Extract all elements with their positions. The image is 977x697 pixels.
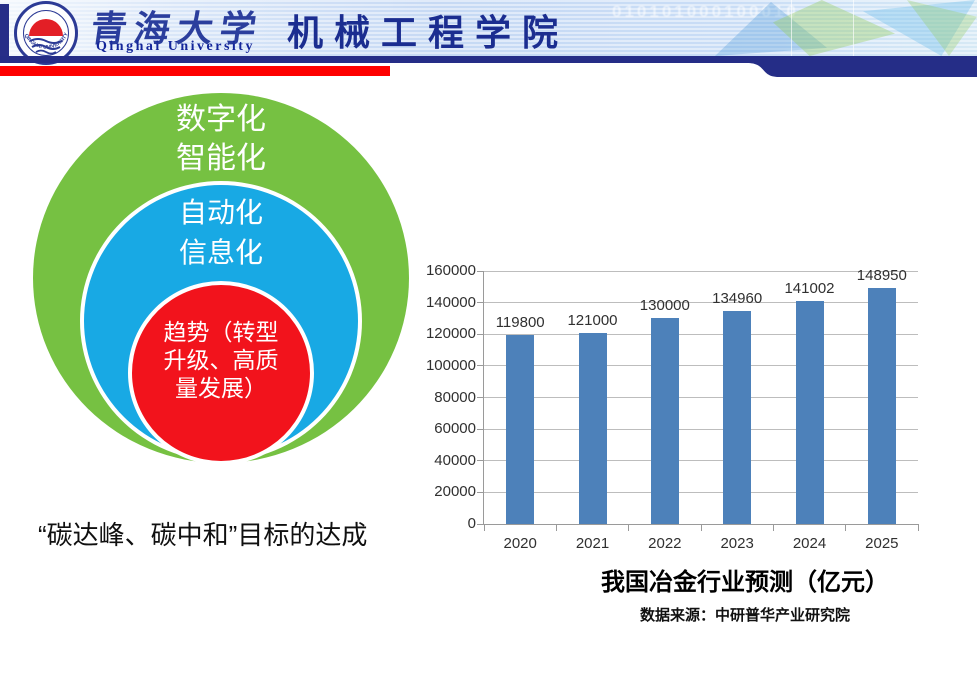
red-accent-bar xyxy=(0,66,390,76)
chart-bar xyxy=(506,334,535,524)
x-axis-tick xyxy=(700,524,702,531)
y-tick-label: 160000 xyxy=(425,262,476,279)
x-axis-tick xyxy=(628,524,630,531)
y-axis-tick xyxy=(477,302,484,304)
chart-gridline xyxy=(484,333,918,335)
header-banner xyxy=(0,0,977,57)
header-geometric-decoration xyxy=(715,0,977,56)
header-left-navy-strip xyxy=(0,4,9,63)
y-axis-tick xyxy=(477,397,484,398)
label-line: 智能化 xyxy=(176,142,266,175)
department-title: 机械工程学院 xyxy=(287,12,570,53)
university-logo: QINGHAI UNIVERSITY xyxy=(14,1,78,65)
x-axis-tick xyxy=(772,524,774,531)
x-tick-label: 2024 xyxy=(792,535,827,552)
chart-bar xyxy=(578,332,607,524)
chart-gridline xyxy=(484,365,918,367)
label-line: 量发展） xyxy=(175,375,267,401)
bar-value-label: 119800 xyxy=(495,313,545,331)
chart-gridline xyxy=(484,270,918,272)
inner-circle-label: 趋势（转型 升级、高质 量发展） xyxy=(126,318,316,402)
chart-bar xyxy=(795,301,824,524)
x-axis-tick xyxy=(845,524,847,531)
decor-seam-line xyxy=(791,0,792,56)
carbon-goal-caption: “碳达峰、碳中和”目标的达成 xyxy=(38,520,368,550)
logo-sun-icon xyxy=(29,19,63,36)
chart-gridline xyxy=(484,428,918,430)
y-tick-label: 100000 xyxy=(425,356,476,374)
chart-gridline xyxy=(484,397,918,398)
label-line: 数字化 xyxy=(176,103,266,136)
y-tick-label: 60000 xyxy=(434,420,476,438)
label-line: 升级、高质 xyxy=(163,347,279,373)
chart-plot: 0 20000 40000 60000 80000 100000 120000 140000 1… xyxy=(426,262,919,552)
x-tick-label: 2020 xyxy=(503,535,537,552)
university-name-cn: 青海大学 xyxy=(88,8,266,49)
y-axis-tick xyxy=(477,491,484,493)
label-line: 趋势（转型 xyxy=(163,319,279,345)
decor-seam-line xyxy=(853,0,854,56)
outer-circle-label: 数字化 智能化 xyxy=(111,100,331,178)
chart-bar xyxy=(650,318,679,524)
x-tick-label: 2023 xyxy=(720,535,754,552)
bar-value-label: 141002 xyxy=(784,280,835,298)
y-axis-tick xyxy=(477,270,484,272)
metallurgy-forecast-chart: 0 20000 40000 60000 80000 100000 120000 140000 1… xyxy=(426,245,977,557)
chart-bar xyxy=(723,310,752,524)
label-line: 自动化 xyxy=(178,197,263,228)
y-tick-label: 80000 xyxy=(434,388,476,406)
chart-gridline xyxy=(484,460,918,462)
circle-trend xyxy=(128,281,314,465)
x-axis-tick xyxy=(555,524,557,531)
y-tick-label: 0 xyxy=(467,515,476,532)
label-line: 信息化 xyxy=(178,237,263,268)
x-tick-label: 2025 xyxy=(865,535,899,552)
y-axis-tick xyxy=(477,460,484,462)
y-axis-tick xyxy=(477,365,484,367)
bar-value-label: 134960 xyxy=(712,289,763,307)
y-axis-tick xyxy=(477,333,484,335)
y-tick-label: 120000 xyxy=(425,325,476,343)
bar-value-label: 130000 xyxy=(639,297,690,315)
middle-circle-label: 自动化 信息化 xyxy=(111,193,331,273)
university-name-en: Qinghai University xyxy=(96,39,255,54)
x-axis-tick xyxy=(917,524,919,531)
chart-gridline xyxy=(484,302,918,304)
y-tick-label: 40000 xyxy=(434,451,476,469)
chart-bar xyxy=(867,288,896,524)
chart-gridline xyxy=(484,491,918,493)
x-tick-label: 2021 xyxy=(575,535,610,552)
chart-title: 我国冶金行业预测（亿元） xyxy=(601,569,889,596)
y-tick-label: 20000 xyxy=(434,483,476,501)
bar-value-label: 148950 xyxy=(856,267,907,285)
y-tick-label: 140000 xyxy=(425,293,476,311)
x-axis-tick xyxy=(483,524,485,531)
bar-value-label: 121000 xyxy=(567,311,618,329)
y-axis-tick xyxy=(477,428,484,430)
y-axis-tick xyxy=(477,523,484,525)
x-tick-label: 2022 xyxy=(648,535,682,552)
binary-digits-decoration: 010101000100010 xyxy=(612,2,799,21)
chart-data-source: 数据来源：中研普华产业研究院 xyxy=(639,607,850,624)
